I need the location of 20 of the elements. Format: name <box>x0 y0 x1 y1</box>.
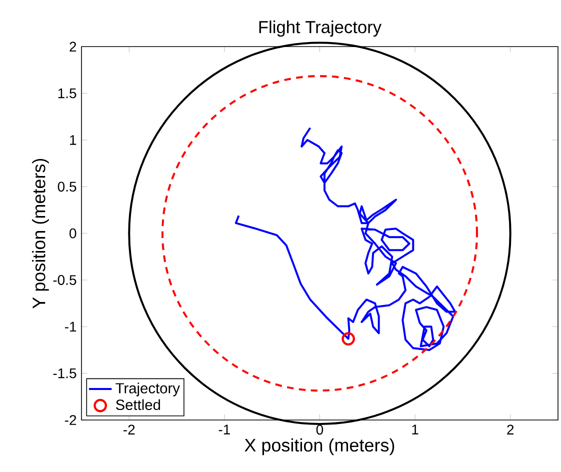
y-tick-label: -1 <box>64 322 76 332</box>
x-axis-title: X position (meters) <box>244 438 394 456</box>
y-tick-label: 2 <box>70 42 76 52</box>
line-series <box>234 126 456 351</box>
chart-title: Flight Trajectory <box>259 20 382 37</box>
legend-label: Trajectory <box>116 382 180 396</box>
y-axis-title: Y position (meters) <box>32 158 49 308</box>
x-tick-label: 0 <box>316 424 324 435</box>
y-tick-label: 1 <box>70 135 76 145</box>
x-tick-label: -2 <box>124 424 135 434</box>
y-tick-label: 0 <box>70 228 76 238</box>
x-tick-label: 2 <box>507 424 514 434</box>
y-tick-label: -0.5 <box>53 275 76 285</box>
x-tick-label: 1 <box>412 424 418 434</box>
y-tick-label: -1.5 <box>53 368 76 378</box>
y-tick-label: 1.5 <box>58 88 76 98</box>
y-tick-label: 0.5 <box>58 182 76 192</box>
y-tick-label: -2 <box>64 415 76 425</box>
legend-label: Settled <box>116 399 160 410</box>
x-tick-label: -1 <box>218 424 230 434</box>
